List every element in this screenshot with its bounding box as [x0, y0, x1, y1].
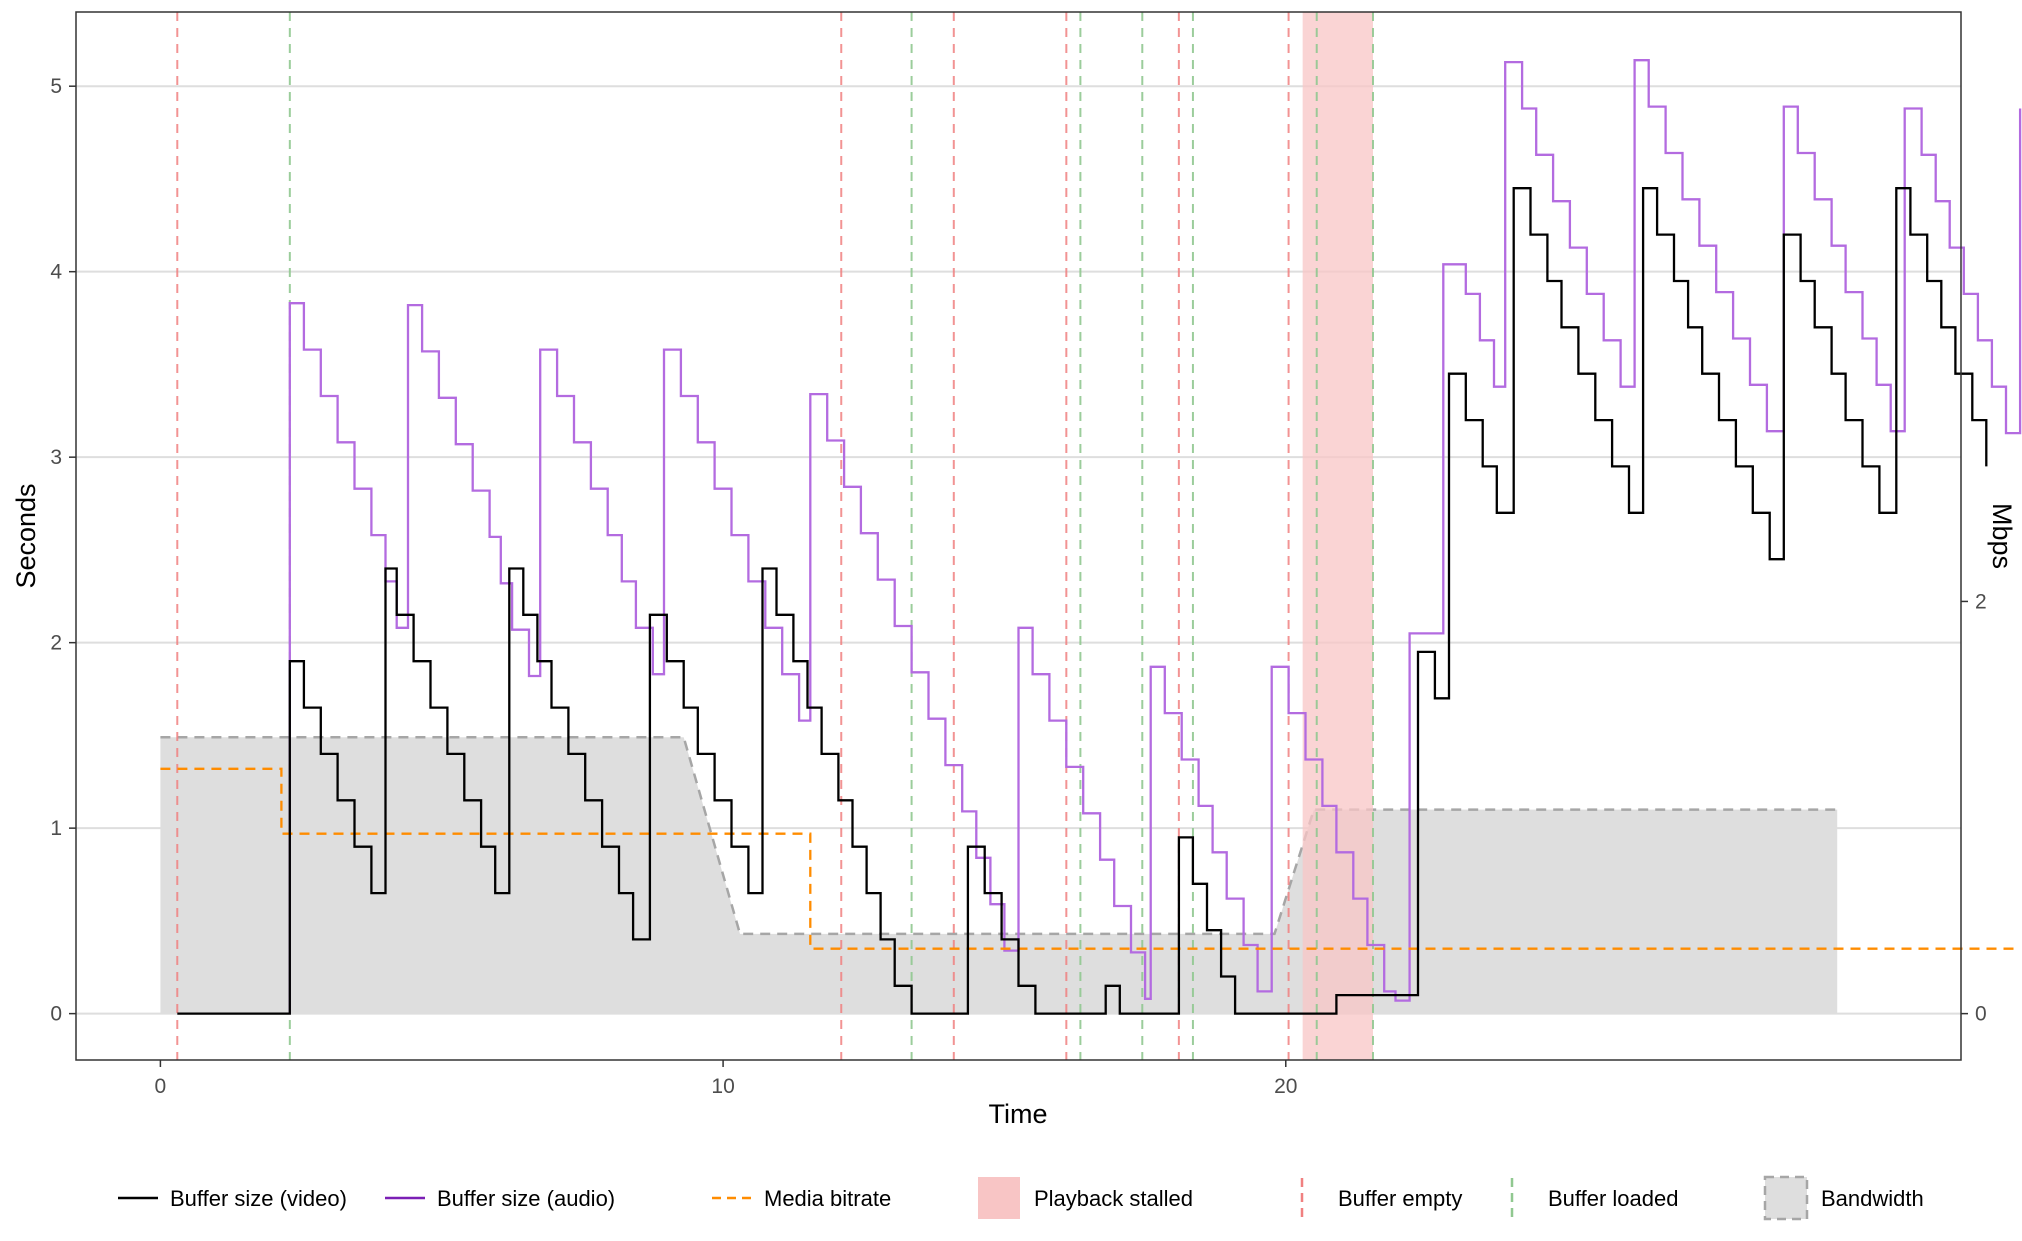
legend-label-empty: Buffer empty — [1338, 1186, 1462, 1211]
series-bitrate-line — [160, 767, 2021, 950]
series-audio-line — [288, 59, 2022, 1014]
legend-item-audio: Buffer size (audio) — [385, 1186, 615, 1211]
legend-label-bandwidth: Bandwidth — [1821, 1186, 1924, 1211]
legend-label-loaded: Buffer loaded — [1548, 1186, 1678, 1211]
x-tick-label: 10 — [711, 1075, 734, 1098]
y2-tick-label: 2 — [1975, 590, 1987, 613]
legend-item-bitrate: Media bitrate — [712, 1186, 891, 1211]
x-tick-label: 0 — [155, 1075, 167, 1098]
legend-item-stalled: Playback stalled — [978, 1177, 1193, 1219]
y-tick-label: 2 — [50, 632, 62, 655]
legend-item-loaded: Buffer loaded — [1510, 1178, 1678, 1218]
stall-layer — [1302, 12, 1373, 1060]
bandwidth-line — [160, 736, 1838, 936]
x-axis-title: Time — [989, 1099, 1048, 1129]
legend-key-bandwidth — [1763, 1175, 1809, 1221]
x-tick-label: 20 — [1274, 1075, 1297, 1098]
legend-item-video: Buffer size (video) — [118, 1186, 347, 1211]
y-tick-label: 5 — [50, 75, 62, 98]
series-video-line — [177, 187, 1988, 1015]
y2-tick-label: 0 — [1975, 1003, 1987, 1026]
playback-stalled-band — [1302, 12, 1373, 1060]
legend-key-stalled — [978, 1177, 1020, 1219]
panel-border — [75, 11, 1962, 1061]
series-layer — [160, 59, 2022, 1015]
y2-axis-title: Mbps — [1987, 503, 2017, 569]
legend: Buffer size (video) Buffer size (audio) Me… — [118, 1175, 1924, 1221]
legend-item-bandwidth: Bandwidth — [1763, 1175, 1924, 1221]
y-axis-title: Seconds — [11, 483, 41, 588]
legend-item-empty: Buffer empty — [1300, 1178, 1462, 1218]
legend-label-video: Buffer size (video) — [170, 1186, 347, 1211]
y-tick-label: 3 — [50, 446, 62, 469]
legend-label-audio: Buffer size (audio) — [437, 1186, 615, 1211]
legend-label-bitrate: Media bitrate — [764, 1186, 891, 1211]
legend-label-stalled: Playback stalled — [1034, 1186, 1193, 1211]
y-tick-label: 1 — [50, 817, 62, 840]
y-tick-label: 4 — [50, 261, 62, 284]
y-tick-label: 0 — [50, 1003, 62, 1026]
axes: 0 1 2 3 4 5 0 10 20 0 2 — [50, 75, 1986, 1098]
